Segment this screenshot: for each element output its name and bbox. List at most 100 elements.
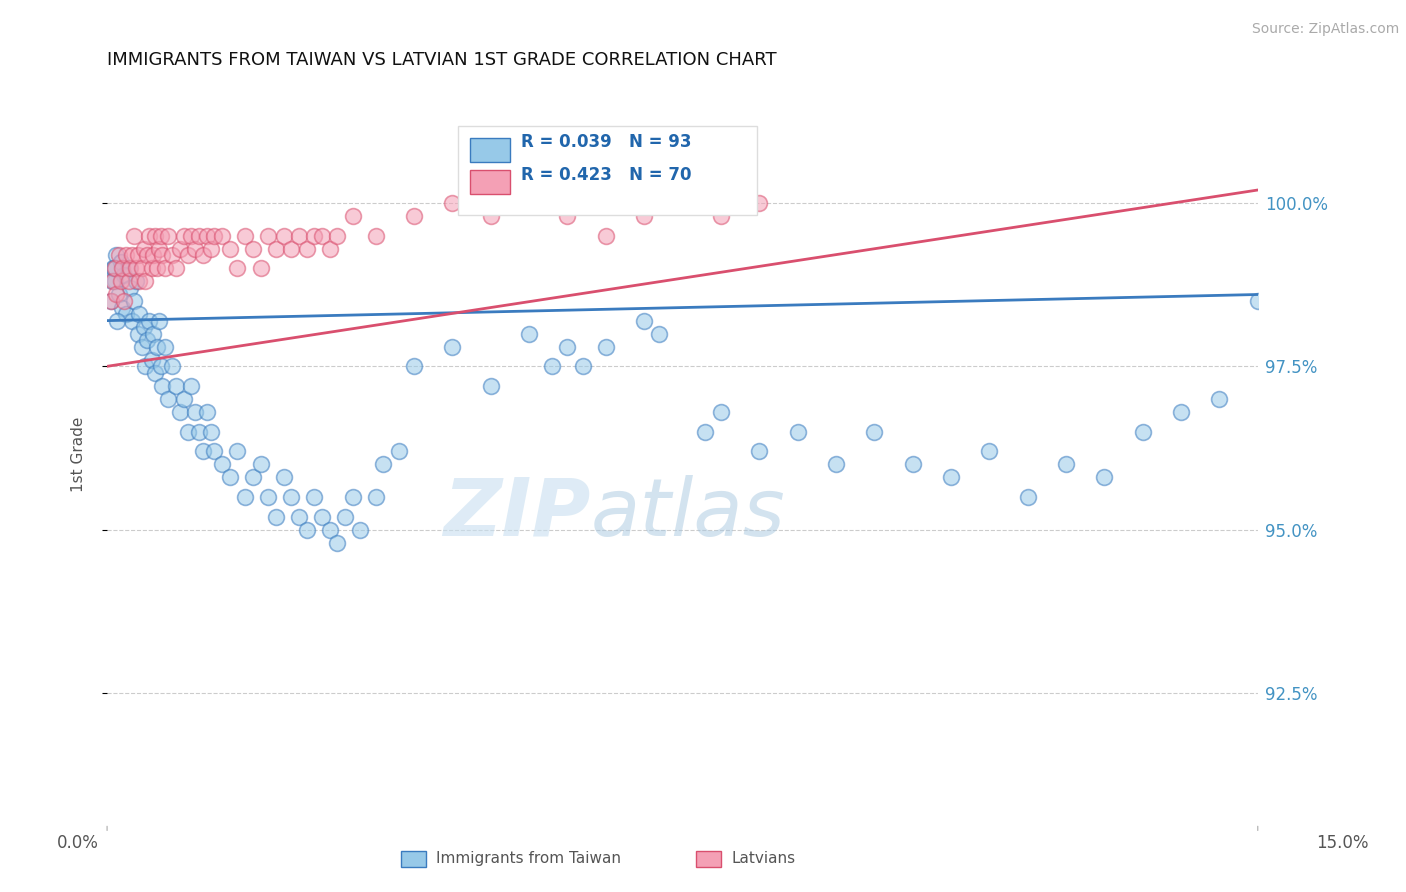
Point: [104, 261, 127, 276]
Point: [107, 287, 129, 301]
Point: [242, 242, 264, 256]
Point: [150, 379, 173, 393]
Point: [191, 444, 214, 458]
Point: [122, 228, 145, 243]
Point: [128, 275, 150, 289]
Point: [204, 228, 226, 243]
Point: [105, 313, 128, 327]
Point: [218, 470, 240, 484]
Point: [169, 242, 191, 256]
Point: [169, 405, 191, 419]
Point: [136, 333, 159, 347]
Point: [257, 228, 280, 243]
Point: [148, 242, 170, 256]
Point: [233, 228, 256, 243]
Point: [333, 509, 356, 524]
Text: Immigrants from Taiwan: Immigrants from Taiwan: [436, 851, 621, 865]
Point: [1132, 425, 1154, 439]
Point: [541, 359, 564, 374]
Point: [184, 242, 207, 256]
Point: [143, 366, 166, 380]
Point: [264, 242, 287, 256]
Point: [127, 248, 149, 262]
Point: [103, 261, 125, 276]
Point: [402, 359, 425, 374]
Point: [121, 313, 143, 327]
Point: [318, 242, 340, 256]
Point: [633, 209, 655, 223]
Text: atlas: atlas: [591, 475, 785, 552]
Point: [200, 242, 222, 256]
Point: [326, 228, 349, 243]
Point: [125, 275, 148, 289]
Text: ZIP: ZIP: [443, 475, 591, 552]
Point: [402, 209, 425, 223]
Point: [165, 379, 187, 393]
Point: [104, 275, 127, 289]
Point: [141, 261, 163, 276]
Point: [318, 523, 340, 537]
Point: [257, 490, 280, 504]
Point: [1092, 470, 1115, 484]
Point: [180, 228, 202, 243]
Y-axis label: 1st Grade: 1st Grade: [72, 417, 86, 492]
Point: [441, 196, 464, 211]
Point: [117, 261, 139, 276]
Point: [143, 228, 166, 243]
Point: [200, 425, 222, 439]
Point: [326, 535, 349, 549]
Point: [824, 458, 846, 472]
Point: [748, 196, 770, 211]
Point: [342, 209, 364, 223]
Point: [479, 209, 502, 223]
Point: [157, 392, 180, 406]
Point: [120, 261, 142, 276]
Point: [571, 359, 593, 374]
Point: [128, 307, 150, 321]
Text: R = 0.423   N = 70: R = 0.423 N = 70: [522, 166, 692, 184]
Point: [195, 405, 218, 419]
Point: [748, 444, 770, 458]
Point: [153, 261, 176, 276]
Point: [218, 242, 240, 256]
Point: [373, 458, 395, 472]
Bar: [470, 138, 510, 161]
Point: [149, 359, 172, 374]
Point: [111, 301, 134, 315]
Point: [517, 326, 540, 341]
Point: [311, 509, 333, 524]
Point: [671, 196, 693, 211]
Point: [786, 425, 808, 439]
Point: [184, 405, 207, 419]
Point: [153, 340, 176, 354]
Point: [115, 248, 138, 262]
Point: [249, 458, 271, 472]
Point: [710, 209, 733, 223]
Text: Source: ZipAtlas.com: Source: ZipAtlas.com: [1251, 22, 1399, 37]
Point: [863, 425, 886, 439]
Point: [149, 228, 172, 243]
Point: [302, 228, 325, 243]
Point: [176, 248, 198, 262]
Point: [138, 228, 160, 243]
Point: [142, 248, 165, 262]
Point: [1054, 458, 1077, 472]
Point: [979, 444, 1001, 458]
Point: [146, 261, 169, 276]
Text: Latvians: Latvians: [731, 851, 796, 865]
Point: [264, 509, 287, 524]
Point: [142, 326, 165, 341]
Point: [517, 196, 540, 211]
Point: [112, 268, 135, 282]
Point: [100, 293, 122, 308]
Point: [273, 228, 295, 243]
Point: [103, 261, 125, 276]
Point: [295, 523, 318, 537]
Point: [107, 248, 129, 262]
Point: [211, 228, 233, 243]
Point: [134, 275, 156, 289]
Point: [131, 261, 153, 276]
Point: [633, 313, 655, 327]
Point: [103, 275, 125, 289]
Point: [122, 293, 145, 308]
